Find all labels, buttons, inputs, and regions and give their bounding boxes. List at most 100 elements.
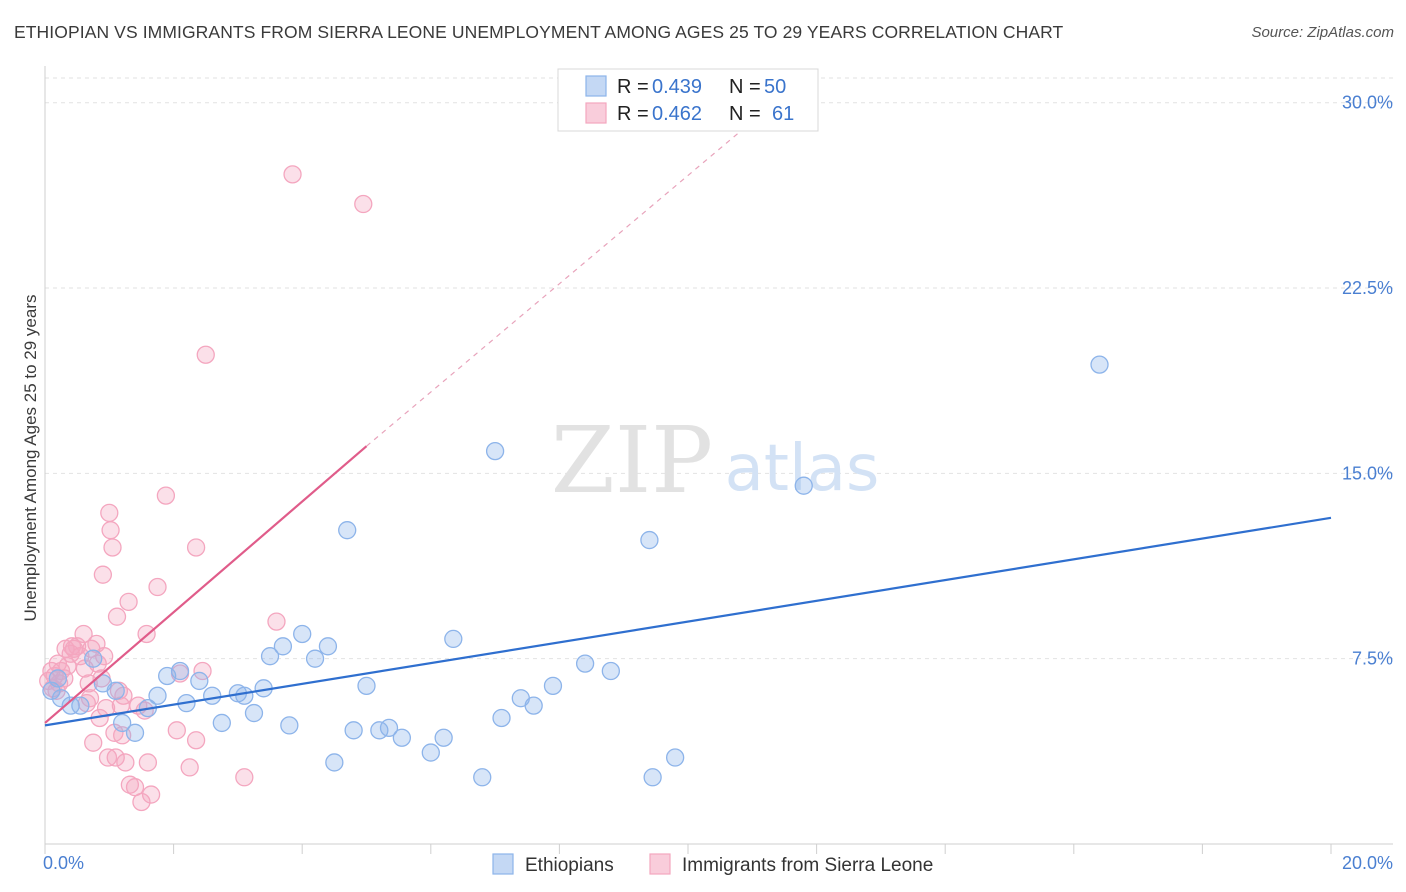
ethiopian-point: [421, 743, 440, 762]
ethiopian-point: [305, 649, 325, 668]
ethiopian-point: [344, 721, 363, 740]
axes: [44, 66, 1393, 854]
ethiopian-point: [492, 708, 511, 728]
sierra-leone-point: [84, 733, 103, 752]
ethiopian-point: [325, 753, 344, 772]
sierra-leone-point: [98, 748, 118, 767]
ethiopian-points: [42, 355, 1109, 787]
legend-n-label-2: N =: [729, 103, 761, 125]
ethiopian-point: [71, 696, 90, 715]
sierra-leone-point: [148, 577, 167, 597]
sierra-leone-point: [101, 521, 120, 540]
sierra-leone-point: [132, 792, 151, 812]
ethiopian-point: [524, 696, 543, 715]
ethiopian-point: [106, 681, 125, 700]
watermark-atlas: atlas: [725, 432, 880, 506]
y-tick-label: 7.5%: [1352, 649, 1393, 669]
sierra-leone-point: [180, 758, 199, 777]
ethiopian-point: [244, 703, 264, 723]
legend-n-label: N =: [729, 76, 761, 98]
legend-swatch-pink: [585, 102, 607, 124]
y-axis-label: Unemployment Among Ages 25 to 29 years: [21, 295, 40, 622]
sierra-leone-trend-line: [44, 445, 368, 724]
ethiopian-point: [601, 661, 620, 681]
ethiopian-point: [665, 748, 685, 767]
sierra-leone-point: [186, 538, 206, 557]
sierra-leone-point: [138, 753, 158, 772]
ethiopian-point: [61, 696, 80, 715]
ethiopian-point: [1090, 355, 1109, 374]
ethiopian-point: [212, 713, 231, 733]
legend-n-value-pink: 61: [772, 103, 794, 125]
ethiopian-point: [113, 713, 132, 733]
ethiopian-point: [338, 521, 357, 540]
ethiopian-point: [84, 649, 103, 668]
sierra-leone-point: [93, 565, 113, 584]
y-tick-label: 22.5%: [1342, 278, 1393, 298]
x-tick-labels: 0.0% 20.0%: [43, 853, 1393, 873]
trend-lines: [44, 77, 1332, 727]
sierra-leone-point: [116, 753, 135, 772]
bottom-legend-sierra-leone: Immigrants from Sierra Leone: [682, 855, 933, 876]
sierra-leone-point: [107, 607, 127, 626]
sierra-leone-point: [267, 612, 286, 631]
legend-r-label-2: R =: [617, 103, 649, 125]
ethiopian-point: [125, 723, 145, 742]
ethiopian-point: [318, 637, 338, 656]
sierra-leone-point: [80, 689, 100, 708]
legend-r-value-pink: 0.462: [652, 103, 702, 125]
ethiopian-point: [170, 661, 190, 681]
y-tick-label: 30.0%: [1342, 93, 1393, 113]
sierra-leone-points: [39, 165, 373, 812]
bottom-legend-ethiopians: Ethiopians: [525, 855, 614, 876]
ethiopian-point: [485, 441, 505, 461]
watermark: ZIP atlas: [551, 407, 879, 514]
source-credit: Source: ZipAtlas.com: [1251, 24, 1394, 41]
sierra-leone-point: [186, 731, 206, 750]
y-tick-label: 15.0%: [1342, 463, 1393, 483]
y-tick-labels: 7.5% 15.0% 22.5% 30.0%: [1342, 93, 1393, 669]
legend-swatch-blue: [585, 75, 607, 97]
legend-n-value-blue: 50: [764, 76, 786, 98]
sierra-leone-point: [354, 194, 373, 214]
ethiopian-point: [543, 676, 563, 696]
bottom-legend: Ethiopians Immigrants from Sierra Leone: [492, 853, 933, 876]
bottom-legend-swatch-blue: [492, 853, 514, 875]
ethiopian-point: [379, 718, 399, 738]
ethiopian-point: [48, 669, 68, 688]
ethiopian-point: [357, 676, 376, 696]
ethiopian-trend-line: [44, 516, 1332, 727]
sierra-leone-point: [283, 165, 302, 184]
ethiopian-point: [51, 689, 71, 708]
ethiopian-point: [293, 624, 312, 644]
ethiopian-point: [640, 530, 659, 550]
x-tick-label-min: 0.0%: [43, 853, 84, 873]
ethiopian-point: [203, 686, 222, 705]
ethiopian-point: [643, 768, 662, 787]
sierra-leone-point: [193, 661, 212, 681]
sierra-leone-point: [106, 748, 125, 767]
ethiopian-point: [260, 647, 280, 666]
bottom-legend-swatch-pink: [649, 853, 671, 875]
sierra-leone-point: [235, 768, 254, 787]
ethiopian-point: [235, 686, 254, 705]
sierra-leone-point: [141, 785, 161, 804]
legend: R = 0.439 N = 50 R = 0.462 N = 61: [557, 68, 819, 132]
ethiopian-point: [190, 671, 209, 691]
legend-r-value-blue: 0.439: [652, 76, 702, 98]
watermark-zip: ZIP: [551, 407, 713, 514]
gridlines: [45, 77, 1393, 660]
sierra-leone-point: [95, 647, 114, 666]
sierra-leone-point: [100, 503, 119, 523]
sierra-leone-point: [196, 345, 215, 364]
sierra-leone-point: [74, 624, 93, 644]
sierra-leone-point: [119, 592, 138, 611]
ethiopian-point: [273, 637, 293, 656]
chart-title: ETHIOPIAN VS IMMIGRANTS FROM SIERRA LEON…: [14, 22, 1064, 42]
ethiopian-point: [280, 716, 299, 735]
ethiopian-point: [392, 728, 412, 747]
sierra-leone-point: [103, 538, 122, 557]
ethiopian-point: [473, 768, 492, 787]
sierra-leone-point: [156, 486, 176, 505]
